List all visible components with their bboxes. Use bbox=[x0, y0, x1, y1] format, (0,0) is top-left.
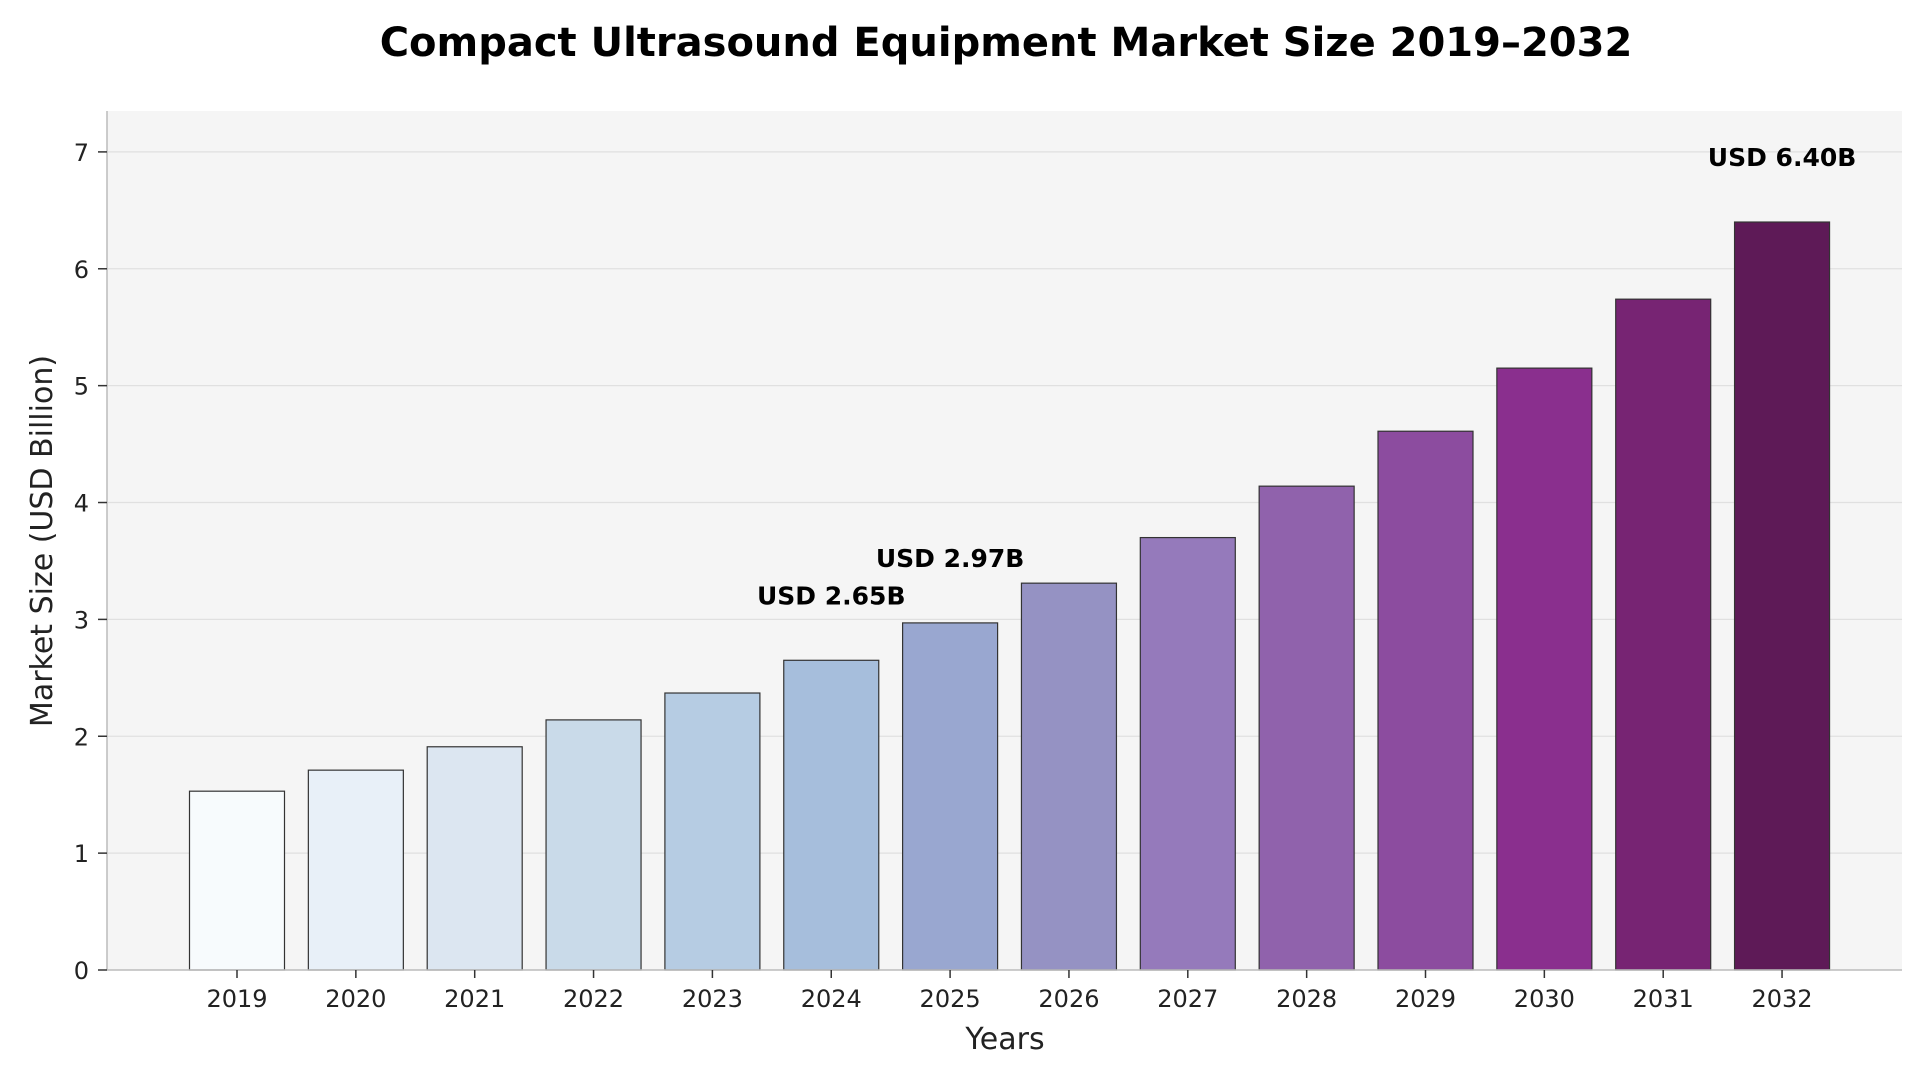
bars bbox=[188, 221, 1831, 971]
x-tick-label: 2032 bbox=[1752, 985, 1813, 1013]
gridlines bbox=[107, 151, 1902, 854]
y-tick-label: 1 bbox=[74, 840, 89, 868]
x-tick-label: 2031 bbox=[1633, 985, 1694, 1013]
x-tick-label: 2024 bbox=[801, 985, 862, 1013]
bar-2022 bbox=[545, 719, 642, 971]
x-tick-label: 2023 bbox=[682, 985, 743, 1013]
x-tick-label: 2029 bbox=[1395, 985, 1456, 1013]
bar-value-label: USD 6.40B bbox=[1708, 143, 1857, 172]
bar-2019 bbox=[188, 790, 286, 971]
bar-labels: USD 2.65B USD 2.97B USD 6.40B bbox=[757, 143, 1856, 610]
bar-2029 bbox=[1377, 430, 1474, 971]
bar-2032 bbox=[1733, 221, 1831, 971]
x-axis-label: Years bbox=[964, 1022, 1044, 1057]
x-tick-label: 2026 bbox=[1038, 985, 1099, 1013]
plot-area bbox=[107, 111, 1902, 970]
y-tick-label: 3 bbox=[74, 606, 89, 634]
y-tick-label: 4 bbox=[74, 490, 89, 518]
bar-2027 bbox=[1139, 536, 1236, 971]
x-tick-label: 2021 bbox=[444, 985, 505, 1013]
y-tick-label: 2 bbox=[74, 723, 89, 751]
bar-2021 bbox=[426, 746, 523, 971]
bar-2030 bbox=[1496, 367, 1593, 971]
y-axis-ticks: 0 1 2 3 4 5 6 7 bbox=[74, 139, 107, 985]
y-tick-label: 7 bbox=[74, 139, 89, 167]
bar-2023 bbox=[664, 692, 761, 971]
y-tick-label: 6 bbox=[74, 256, 89, 284]
bar-2026 bbox=[1020, 582, 1118, 971]
bar-value-label: USD 2.65B bbox=[757, 581, 906, 610]
x-tick-label: 2028 bbox=[1276, 985, 1337, 1013]
bar-2031 bbox=[1615, 298, 1712, 971]
chart-title: Compact Ultrasound Equipment Market Size… bbox=[380, 20, 1633, 66]
x-tick-label: 2025 bbox=[920, 985, 981, 1013]
y-tick-label: 5 bbox=[74, 373, 89, 401]
x-tick-label: 2022 bbox=[563, 985, 624, 1013]
bar-value-label: USD 2.97B bbox=[876, 544, 1025, 573]
bar-2025 bbox=[901, 622, 999, 971]
x-tick-label: 2020 bbox=[325, 985, 386, 1013]
y-axis-label: Market Size (USD Billion) bbox=[25, 355, 60, 727]
bar-2024 bbox=[783, 659, 880, 971]
bar-2020 bbox=[307, 769, 404, 971]
x-axis-ticks: 2019 2020 2021 2022 2023 2024 2025 2026 2027 2028… bbox=[206, 970, 1813, 1013]
bar-2028 bbox=[1258, 485, 1355, 971]
x-tick-label: 2019 bbox=[206, 985, 267, 1013]
x-tick-label: 2030 bbox=[1514, 985, 1575, 1013]
x-tick-label: 2027 bbox=[1157, 985, 1218, 1013]
y-tick-label: 0 bbox=[74, 957, 89, 985]
